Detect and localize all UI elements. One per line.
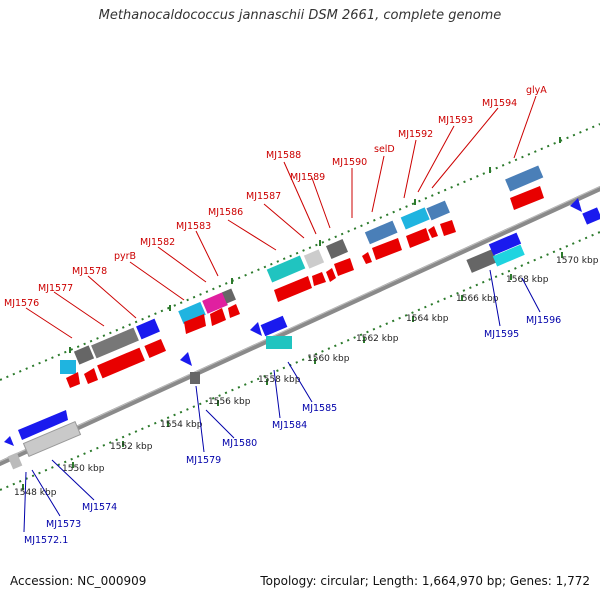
scale-label: 1548 kbp [14,488,57,498]
gene-label-top: MJ1583 [176,221,211,232]
gene-arrow[interactable] [250,322,262,336]
gene-arrow[interactable] [570,198,582,212]
gene-label-bottom: MJ1595 [484,329,519,340]
gene-label-top: pyrB [114,251,136,262]
gene-arrow[interactable] [428,226,438,238]
accession-label: Accession: NC_000909 [10,574,147,588]
gene-label-top: MJ1594 [482,98,517,109]
gene-arrow[interactable] [184,314,206,334]
genome-backbone [0,185,600,467]
gene-arrow[interactable] [362,252,372,264]
gene-block[interactable] [7,452,23,470]
gene-arrow[interactable] [440,220,456,236]
forward-features [60,165,544,388]
gene-block[interactable] [178,301,206,325]
scale-label: 1564 kbp [406,314,449,324]
gene-label-top: MJ1590 [332,157,367,168]
gene-block[interactable] [488,232,522,256]
scale-label: 1568 kbp [506,275,549,285]
gene-block[interactable] [97,347,145,379]
gene-label-top: selD [374,144,395,155]
gene-arrow[interactable] [66,372,80,388]
gene-block[interactable] [190,372,200,384]
scale-label: 1554 kbp [160,420,203,430]
gene-label-top: MJ1586 [208,207,243,218]
gene-block[interactable] [582,207,600,225]
gene-block[interactable] [91,327,139,359]
gene-block[interactable] [266,255,306,283]
gene-block[interactable] [260,315,288,337]
gene-label-top: glyA [526,85,547,96]
scale-label: 1550 kbp [62,464,105,474]
gene-block[interactable] [492,244,525,267]
gene-arrow[interactable] [274,276,312,302]
gene-block[interactable] [466,249,498,273]
gene-block[interactable] [60,360,76,374]
gene-label-bottom: MJ1579 [186,455,221,466]
gene-block[interactable] [136,318,160,340]
gene-label-bottom: MJ1584 [272,420,307,431]
gene-label-bottom: MJ1572.1 [24,535,68,546]
gene-arrow[interactable] [180,352,192,366]
scale-label: 1558 kbp [258,375,301,385]
gene-label-top: MJ1578 [72,266,107,277]
scale-label: 1552 kbp [110,442,153,452]
gene-block[interactable] [505,165,544,192]
gene-arrow[interactable] [228,304,240,318]
gene-arrow[interactable] [312,272,326,286]
map-title: Methanocaldococcus jannaschii DSM 2661, … [98,8,502,23]
gene-label-top: MJ1593 [438,115,473,126]
gene-block[interactable] [144,338,167,358]
scale-label: 1560 kbp [307,354,350,364]
gene-arrow[interactable] [510,186,544,210]
reverse-features [4,198,600,470]
gene-arrow[interactable] [326,268,336,282]
gene-label-top: MJ1589 [290,172,325,183]
gene-arrow[interactable] [372,238,402,260]
gene-block[interactable] [202,292,228,314]
gene-arrow[interactable] [334,258,354,276]
gene-block[interactable] [22,420,82,458]
gene-label-bottom: MJ1574 [82,502,117,513]
gene-label-top: MJ1592 [398,129,433,140]
scale-label: 1562 kbp [356,334,399,344]
bottom-leaders [23,269,541,533]
gene-label-bottom: MJ1573 [46,519,81,530]
top-leaders [25,95,537,339]
scale-label: 1556 kbp [208,397,251,407]
gene-arrow[interactable] [210,308,226,326]
gene-label-bottom: MJ1585 [302,403,337,414]
gene-block[interactable] [364,220,398,245]
gene-block[interactable] [266,336,292,349]
gene-label-top: MJ1577 [38,283,73,294]
gene-arrow[interactable] [18,410,68,440]
gene-label-top: MJ1588 [266,150,301,161]
gene-arrow[interactable] [84,368,98,384]
gene-arrow[interactable] [406,228,430,248]
gene-block[interactable] [222,288,236,304]
gene-block[interactable] [325,239,349,259]
gene-label-top: MJ1587 [246,191,281,202]
gene-label-bottom: MJ1580 [222,438,257,449]
gene-label-bottom: MJ1596 [526,315,561,326]
gene-block[interactable] [73,345,95,365]
gene-label-top: MJ1582 [140,237,175,248]
scale-label: 1570 kbp [556,256,599,266]
gene-arrow[interactable] [4,436,14,446]
gene-block[interactable] [400,207,430,230]
gene-label-top: MJ1576 [4,298,39,309]
gene-block[interactable] [303,249,325,269]
genome-stats-label: Topology: circular; Length: 1,664,970 bp… [260,574,590,588]
scale-label: 1566 kbp [456,294,499,304]
gene-block[interactable] [426,200,450,221]
major-ticks [22,137,563,490]
